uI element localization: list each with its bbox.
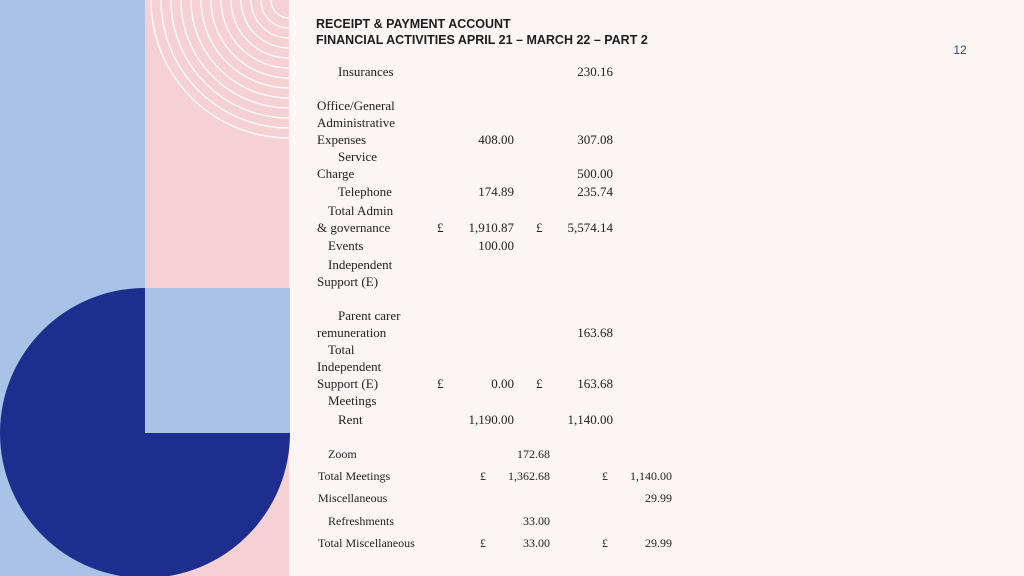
- office-general-col1: 408.00: [478, 132, 514, 147]
- row-label-total-admin-2: & governance: [317, 220, 391, 235]
- total-admin-col1: 1,910.87: [468, 220, 515, 235]
- row-label-independent-support-2: Support (E): [317, 274, 379, 289]
- row-label-parent-carer-1: Parent carer: [338, 308, 401, 323]
- title-line-2: FINANCIAL ACTIVITIES APRIL 21 – MARCH 22…: [316, 33, 648, 47]
- row-label-refreshments: Refreshments: [328, 514, 394, 528]
- currency-symbol: £: [480, 536, 486, 550]
- row-label-miscellaneous: Miscellaneous: [318, 491, 388, 505]
- row-label-service-charge-1: Service: [338, 149, 377, 164]
- row-label-total-independent-3: Support (E): [317, 376, 379, 391]
- rent-col2: 1,140.00: [567, 412, 614, 427]
- total-misc-col2: 29.99: [645, 536, 672, 550]
- parent-carer-col2: 163.68: [577, 325, 613, 340]
- events-col1: 100.00: [478, 238, 514, 253]
- row-label-insurances: Insurances: [338, 64, 394, 79]
- row-label-parent-carer-2: remuneration: [317, 325, 387, 340]
- total-meetings-col1: 1,362.68: [508, 469, 550, 483]
- rent-col1: 1,190.00: [468, 412, 515, 427]
- row-label-total-independent-2: Independent: [317, 359, 382, 374]
- currency-symbol: £: [536, 220, 543, 235]
- total-independent-col2: 163.68: [577, 376, 613, 391]
- row-label-meetings: Meetings: [328, 393, 377, 408]
- title-line-1: RECEIPT & PAYMENT ACCOUNT: [316, 17, 511, 31]
- row-label-zoom: Zoom: [328, 447, 357, 461]
- currency-symbol: £: [437, 376, 444, 391]
- total-independent-col1: 0.00: [491, 376, 514, 391]
- telephone-col2: 235.74: [577, 184, 613, 199]
- currency-symbol: £: [480, 469, 486, 483]
- concentric-arcs: [150, 0, 290, 139]
- row-label-office-general-3: Expenses: [317, 132, 367, 147]
- office-general-col2: 307.08: [577, 132, 613, 147]
- currency-symbol: £: [602, 469, 608, 483]
- total-meetings-col2: 1,140.00: [630, 469, 672, 483]
- telephone-col1: 174.89: [478, 184, 514, 199]
- row-label-independent-support-1: Independent: [328, 257, 393, 272]
- row-label-events: Events: [328, 238, 364, 253]
- currency-symbol: £: [536, 376, 543, 391]
- row-label-service-charge-2: Charge: [317, 166, 355, 181]
- light-blue-quarter: [145, 288, 290, 433]
- page-number: 12: [953, 43, 967, 57]
- currency-symbol: £: [602, 536, 608, 550]
- row-label-rent: Rent: [338, 412, 363, 427]
- refreshments-col1: 33.00: [523, 514, 550, 528]
- row-label-total-meetings: Total Meetings: [318, 469, 391, 483]
- row-label-total-independent-1: Total: [328, 342, 355, 357]
- row-label-office-general-1: Office/General: [317, 98, 395, 113]
- insurances-col2: 230.16: [577, 64, 613, 79]
- service-charge-col2: 500.00: [577, 166, 613, 181]
- currency-symbol: £: [437, 220, 444, 235]
- zoom-col1: 172.68: [517, 447, 550, 461]
- row-label-total-miscellaneous: Total Miscellaneous: [318, 536, 415, 550]
- row-label-office-general-2: Administrative: [317, 115, 395, 130]
- miscellaneous-col2: 29.99: [645, 491, 672, 505]
- total-misc-col1: 33.00: [523, 536, 550, 550]
- total-admin-col2: 5,574.14: [567, 220, 614, 235]
- page-title: RECEIPT & PAYMENT ACCOUNT FINANCIAL ACTI…: [316, 16, 648, 48]
- row-label-telephone: Telephone: [338, 184, 392, 199]
- decorative-background: [0, 0, 290, 576]
- row-label-total-admin-1: Total Admin: [328, 203, 394, 218]
